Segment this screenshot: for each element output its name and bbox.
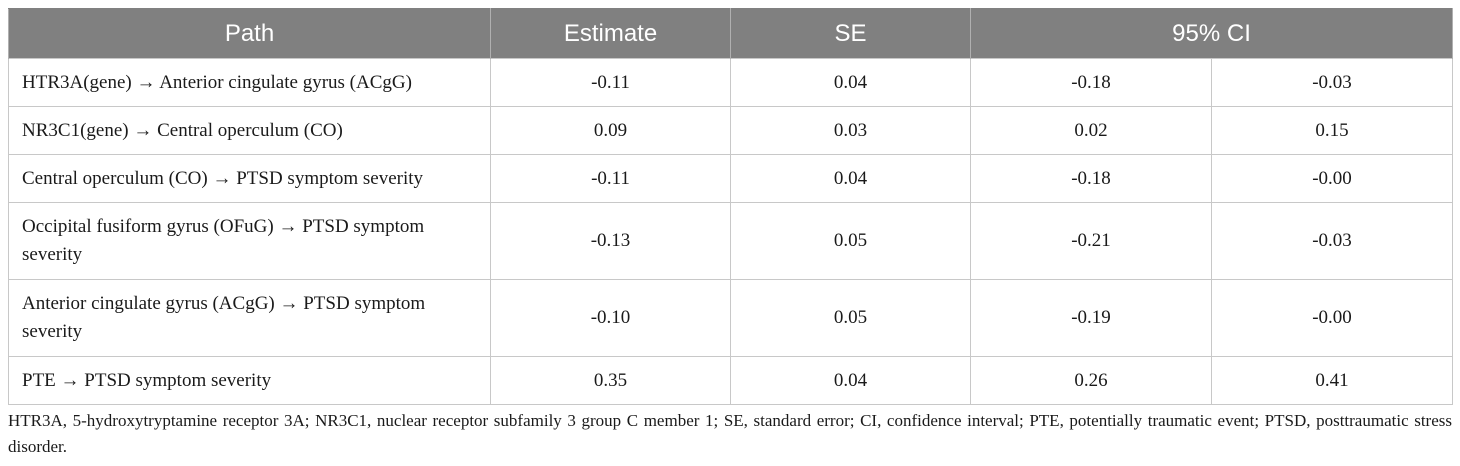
- table-row: Occipital fusiform gyrus (OFuG) → PTSD s…: [8, 202, 1454, 280]
- estimate-cell: -0.10: [490, 279, 731, 357]
- ci-high-cell: -0.00: [1210, 279, 1454, 357]
- path-cell: Central operculum (CO) → PTSD symptom se…: [8, 154, 491, 203]
- results-table-container: Path Estimate SE 95% CI HTR3A(gene) → An…: [8, 8, 1454, 405]
- path-cell: PTE → PTSD symptom severity: [8, 356, 491, 405]
- table-row: PTE → PTSD symptom severity 0.35 0.04 0.…: [8, 356, 1454, 405]
- ci-high-cell: 0.41: [1210, 356, 1454, 405]
- ci-low-cell: 0.02: [970, 106, 1212, 155]
- estimate-cell: 0.09: [490, 106, 731, 155]
- estimate-cell: -0.11: [490, 154, 731, 203]
- se-cell: 0.04: [730, 356, 971, 405]
- table-row: HTR3A(gene) → Anterior cingulate gyrus (…: [8, 58, 1454, 107]
- ci-high-cell: -0.03: [1210, 202, 1454, 280]
- se-cell: 0.05: [730, 202, 971, 280]
- table-header-row: Path Estimate SE 95% CI: [8, 8, 1454, 59]
- path-cell: HTR3A(gene) → Anterior cingulate gyrus (…: [8, 58, 491, 107]
- ci-low-cell: -0.18: [970, 154, 1212, 203]
- ci-high-cell: -0.03: [1210, 58, 1454, 107]
- header-path: Path: [8, 8, 491, 59]
- table-footnote: HTR3A, 5-hydroxytryptamine receptor 3A; …: [8, 411, 1452, 456]
- se-cell: 0.03: [730, 106, 971, 155]
- table-row: Anterior cingulate gyrus (ACgG) → PTSD s…: [8, 279, 1454, 357]
- se-cell: 0.05: [730, 279, 971, 357]
- estimate-cell: 0.35: [490, 356, 731, 405]
- estimate-cell: -0.13: [490, 202, 731, 280]
- table-row: Central operculum (CO) → PTSD symptom se…: [8, 154, 1454, 203]
- header-se: SE: [730, 8, 971, 59]
- header-ci: 95% CI: [969, 8, 1454, 59]
- path-cell: NR3C1(gene) → Central operculum (CO): [8, 106, 491, 155]
- ci-high-cell: 0.15: [1210, 106, 1454, 155]
- path-estimates-table: Path Estimate SE 95% CI HTR3A(gene) → An…: [8, 8, 1454, 405]
- ci-low-cell: -0.19: [970, 279, 1212, 357]
- path-cell: Anterior cingulate gyrus (ACgG) → PTSD s…: [8, 279, 491, 357]
- ci-low-cell: -0.18: [970, 58, 1212, 107]
- se-cell: 0.04: [730, 154, 971, 203]
- path-cell: Occipital fusiform gyrus (OFuG) → PTSD s…: [8, 202, 491, 280]
- estimate-cell: -0.11: [490, 58, 731, 107]
- table-row: NR3C1(gene) → Central operculum (CO) 0.0…: [8, 106, 1454, 155]
- ci-low-cell: -0.21: [970, 202, 1212, 280]
- ci-low-cell: 0.26: [970, 356, 1212, 405]
- header-estimate: Estimate: [490, 8, 731, 59]
- se-cell: 0.04: [730, 58, 971, 107]
- ci-high-cell: -0.00: [1210, 154, 1454, 203]
